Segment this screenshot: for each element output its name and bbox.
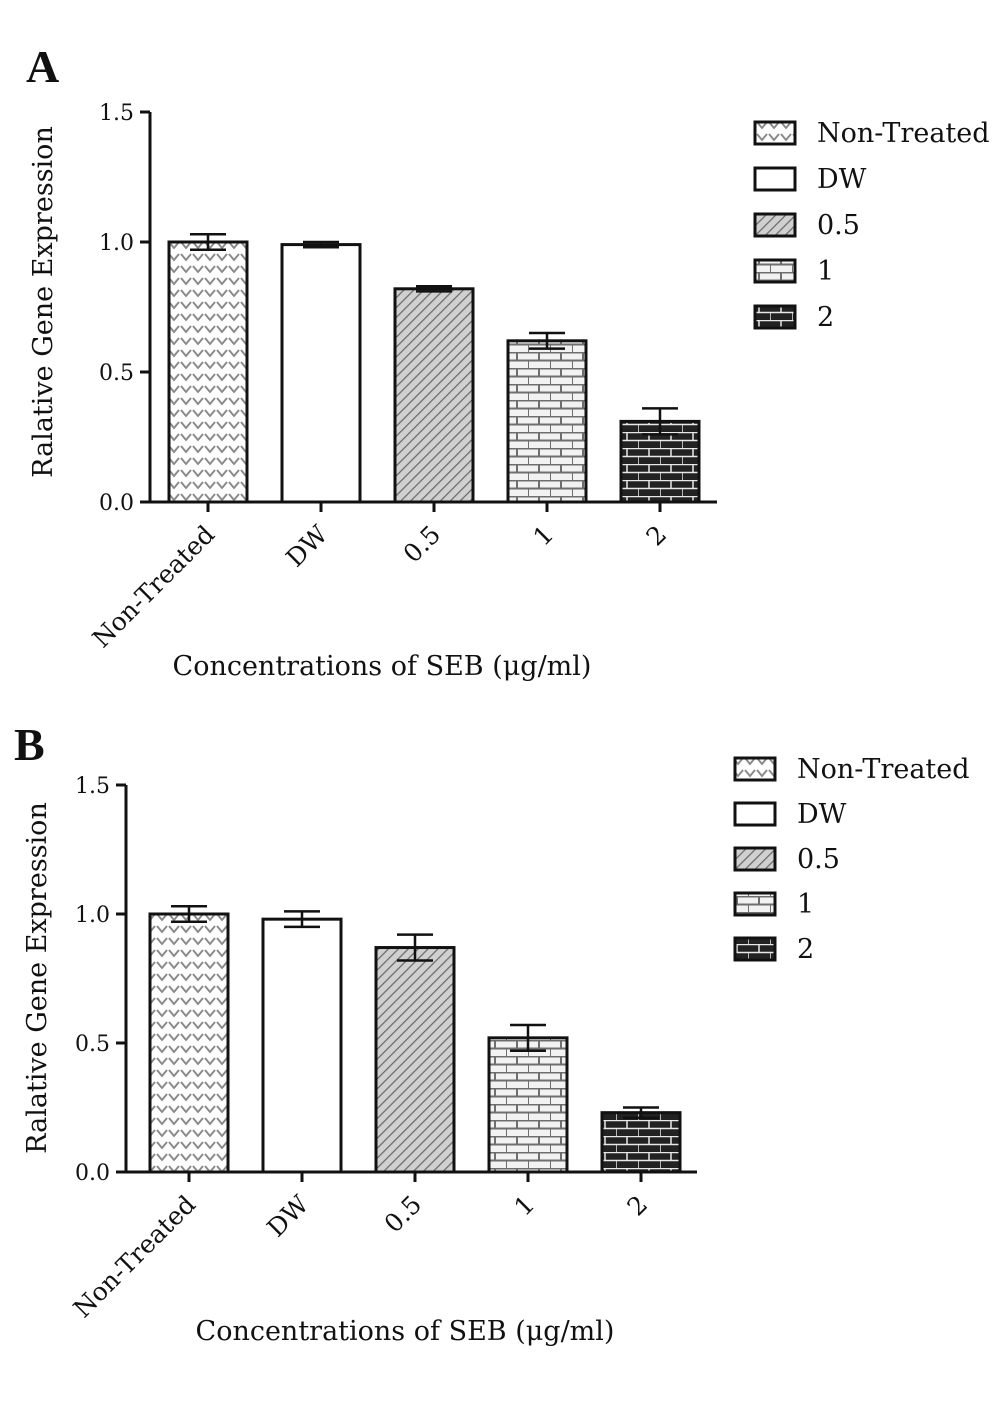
y-axis-title: Ralative Gene Expression: [22, 802, 53, 1154]
y-tick-label: 0.5: [99, 361, 134, 386]
bar-2: [261, 917, 343, 1174]
legend-swatch-1: [753, 120, 797, 146]
legend: Non-Treated DW 0.5 1 2: [733, 754, 970, 965]
error-bar-5: [623, 1106, 659, 1120]
legend-entry-3: 0.5: [817, 210, 860, 241]
legend-swatch-1: [733, 756, 777, 782]
chart-panel-b: B 0.0 0.5 1.0 1.5 Non-Treated DW 0.5 1 2 Ralative …: [14, 719, 970, 1347]
legend-swatch-2: [753, 166, 797, 192]
error-bar-3: [416, 284, 452, 293]
legend-swatch-4: [733, 891, 777, 917]
legend-swatch-4: [753, 258, 797, 284]
error-bar-4: [510, 1023, 546, 1052]
x-tick-label: 0.5: [379, 1190, 428, 1239]
legend-entry-5: 2: [797, 934, 814, 965]
x-tick-label: 0.5: [398, 520, 447, 569]
y-tick-label: 0.0: [99, 491, 134, 516]
legend-entry-4: 1: [817, 256, 834, 287]
y-tick-label: 0.5: [75, 1032, 110, 1057]
error-bar-4: [529, 331, 565, 350]
y-tick-label: 0.0: [75, 1161, 110, 1186]
y-tick-label: 1.0: [75, 903, 110, 928]
bar-3: [393, 287, 475, 504]
x-tick-label: Non-Treated: [68, 1190, 201, 1323]
error-bar-1: [190, 232, 226, 252]
legend-entry-2: DW: [817, 164, 867, 195]
legend-swatch-3: [753, 212, 797, 238]
legend-swatch-2: [733, 801, 777, 827]
error-bar-1: [171, 905, 207, 923]
legend-entry-3: 0.5: [797, 844, 840, 875]
legend-swatch-5: [753, 304, 797, 330]
y-tick-label: 1.5: [99, 101, 134, 126]
x-tick-label: 2: [621, 1190, 653, 1222]
legend: Non-Treated DW 0.5 1 2: [753, 118, 990, 333]
panel-label: B: [14, 719, 45, 770]
x-axis-title: Concentrations of SEB (μg/ml): [196, 1316, 615, 1347]
legend-entry-1: Non-Treated: [797, 754, 970, 785]
legend-swatch-5: [733, 936, 777, 962]
bar-1: [167, 240, 249, 504]
legend-entry-4: 1: [797, 889, 814, 920]
chart-panel-a: A 0.0 0.5 1.0 1.5 Non-Treated DW 0.5 1 2 Ralative …: [26, 41, 990, 682]
error-bar-2: [303, 240, 339, 249]
y-axis-title: Ralative Gene Expression: [28, 126, 59, 478]
bar-4: [506, 339, 588, 504]
x-tick-label: 1: [527, 520, 559, 552]
legend-entry-1: Non-Treated: [817, 118, 990, 149]
x-tick-label: DW: [261, 1190, 314, 1243]
legend-entry-2: DW: [797, 799, 847, 830]
error-bar-2: [284, 910, 320, 929]
panel-label: A: [26, 41, 59, 92]
x-tick-label: 2: [640, 520, 672, 552]
x-tick-label: DW: [280, 520, 333, 573]
bar-2: [280, 243, 362, 504]
error-bar-5: [642, 407, 678, 436]
y-tick-label: 1.5: [75, 774, 110, 799]
bar-5: [600, 1111, 682, 1174]
error-bar-3: [397, 933, 433, 962]
x-tick-label: Non-Treated: [87, 520, 220, 653]
y-tick-label: 1.0: [99, 231, 134, 256]
legend-entry-5: 2: [817, 302, 834, 333]
bar-4: [487, 1036, 569, 1174]
x-axis-title: Concentrations of SEB (μg/ml): [173, 651, 592, 682]
bar-1: [148, 912, 230, 1174]
x-tick-label: 1: [508, 1190, 540, 1222]
bar-3: [374, 946, 456, 1174]
legend-swatch-3: [733, 846, 777, 872]
